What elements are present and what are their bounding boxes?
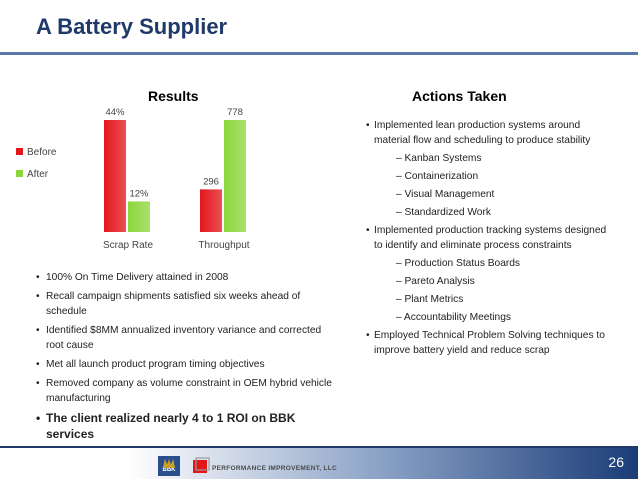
action-subitem: – Kanban Systems: [396, 153, 482, 164]
action-subitem: – Pareto Analysis: [396, 276, 475, 287]
action-subitem: – Plant Metrics: [396, 294, 464, 305]
results-bullet: Met all launch product program timing ob…: [34, 357, 334, 372]
results-header: Results: [148, 88, 199, 104]
data-label: 296: [203, 176, 219, 187]
roi-highlight: The client realized nearly 4 to 1 ROI on…: [34, 410, 334, 442]
action-subitems: – Kanban Systems – Containerization – Visu…: [366, 151, 616, 220]
page-number: 26: [608, 454, 624, 470]
legend-entry: Before: [27, 147, 57, 158]
bar-before-0: [104, 120, 126, 232]
performance-improvement-logo-icon: [193, 457, 210, 473]
results-bullet: Recall campaign shipments satisfied six …: [34, 289, 334, 319]
legend-swatch: [16, 148, 23, 155]
legend-entry: After: [27, 169, 49, 180]
footer-band: [0, 446, 638, 479]
title-divider: [0, 52, 638, 55]
actions-header: Actions Taken: [412, 88, 507, 104]
bar-after-0: [128, 201, 150, 232]
action-subitem: – Containerization: [396, 171, 479, 182]
results-bullet: Removed company as volume constraint in …: [34, 376, 334, 406]
action-subitems: – Production Status Boards – Pareto Analy…: [366, 256, 616, 325]
bar-after-1: [224, 120, 246, 232]
results-bullets: 100% On Time Delivery attained in 2008 Re…: [34, 270, 334, 446]
data-label: 44%: [105, 107, 125, 118]
slide-title: A Battery Supplier: [36, 14, 228, 39]
data-label: 12%: [129, 188, 149, 199]
action-item: Implemented production tracking systems …: [366, 223, 616, 253]
action-subitem: – Production Status Boards: [396, 258, 521, 269]
results-bar-chart: 44% 12% Scrap Rate 296 778 Throughput Before Af…: [16, 107, 250, 251]
bar-before-1: [200, 189, 222, 232]
action-item: Employed Technical Problem Solving techn…: [366, 328, 616, 358]
bbk-logo: BBK: [158, 456, 180, 476]
category-label: Scrap Rate: [103, 240, 153, 251]
legend-swatch: [16, 170, 23, 177]
action-subitem: – Accountability Meetings: [396, 312, 511, 323]
results-bullet: 100% On Time Delivery attained in 2008: [34, 270, 334, 285]
action-item: Implemented lean production systems arou…: [366, 118, 616, 148]
footer-rule: [0, 446, 638, 448]
performance-improvement-logo-text: PERFORMANCE IMPROVEMENT, LLC: [212, 465, 338, 472]
results-bullet: Identified $8MM annualized inventory var…: [34, 323, 334, 353]
action-subitem: – Visual Management: [396, 189, 495, 200]
action-subitem: – Standardized Work: [396, 207, 491, 218]
actions-list: Implemented lean production systems arou…: [366, 116, 616, 358]
category-label: Throughput: [198, 240, 249, 251]
data-label: 778: [227, 107, 243, 118]
